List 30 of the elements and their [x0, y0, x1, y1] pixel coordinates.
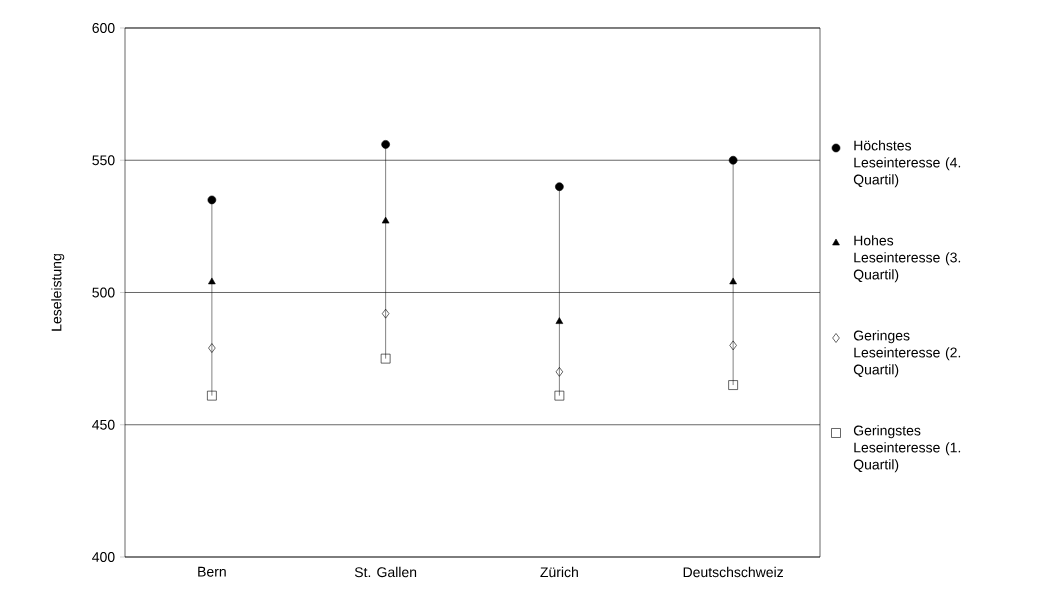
point: [381, 308, 390, 319]
point: [208, 277, 216, 285]
point: [728, 155, 738, 165]
x-tick-label: Deutschschweiz: [683, 566, 783, 578]
x-tick-label: Bern: [198, 566, 226, 577]
y-tick-label: 600: [92, 23, 115, 33]
point: [555, 317, 564, 324]
point: [381, 140, 390, 149]
point: [208, 343, 216, 353]
point: [207, 390, 217, 401]
y-tick-label: 450: [92, 419, 115, 430]
point: [207, 195, 217, 205]
legend-label: Geringstes Leseinteresse (1. Quartil): [853, 425, 961, 473]
legend-label: Höchstes Leseinteresse (4. Quartil): [853, 140, 961, 188]
point: [728, 380, 738, 390]
point: [729, 277, 737, 285]
legend-label: Geringes Leseinteresse (2. Quartil): [853, 330, 961, 378]
point: [554, 390, 565, 401]
point: [729, 340, 737, 351]
point: [381, 216, 390, 224]
y-axis-title: Leseleistung: [51, 254, 65, 331]
y-tick-label: 400: [92, 552, 115, 562]
legend-label: Hohes Leseinteresse (3. Quartil): [853, 235, 961, 283]
x-tick-label: St. Gallen: [354, 566, 417, 578]
y-tick-label: 500: [92, 287, 115, 298]
y-tick-label: 550: [92, 155, 115, 166]
point: [555, 182, 564, 191]
point: [380, 353, 391, 364]
point: [555, 367, 564, 377]
x-tick-label: Zürich: [540, 566, 578, 578]
